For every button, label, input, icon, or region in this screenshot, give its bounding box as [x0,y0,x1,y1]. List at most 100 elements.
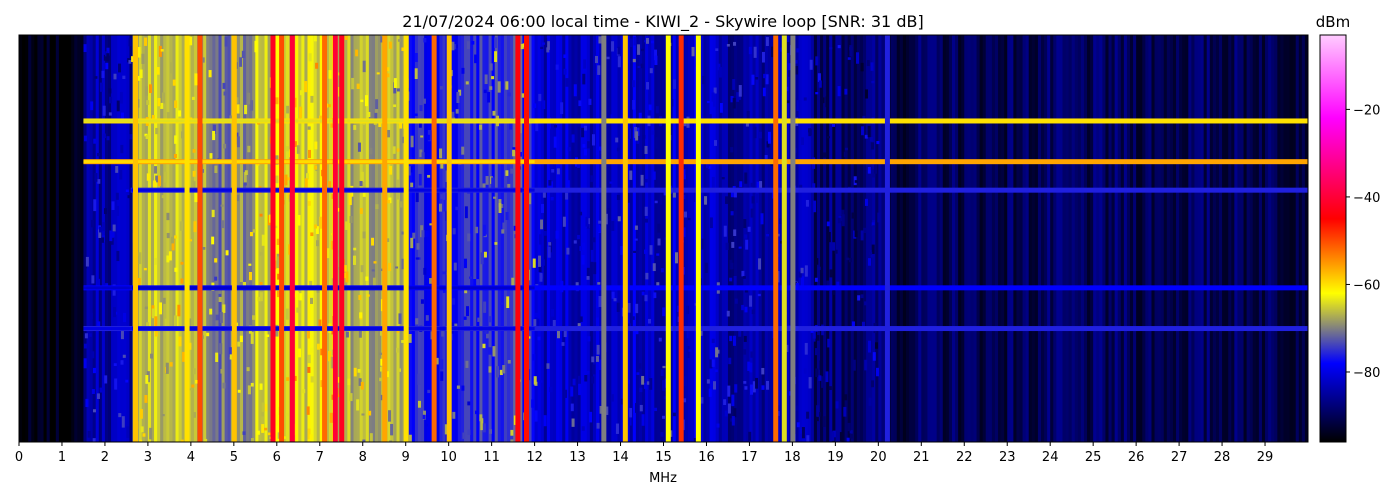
heatmap-column [421,35,425,442]
heatmap-column [924,35,929,442]
heatmap-cell [458,89,462,96]
heatmap-cell [864,301,868,306]
heatmap-column [1304,35,1308,442]
heatmap-cell [169,362,173,367]
heatmap-cell [726,44,730,47]
heatmap-cell [629,407,633,418]
heatmap-cell [309,434,313,440]
heatmap-cell [610,114,614,123]
heatmap-cell [806,411,810,419]
heatmap-cell [482,183,486,191]
heatmap-cell [155,175,159,183]
heatmap-column [304,35,309,442]
heatmap-column [497,35,502,442]
heatmap-cell [294,292,298,298]
heatmap-cell [463,316,467,320]
heatmap-cell [469,276,473,279]
heatmap-cell [765,37,769,47]
heatmap-cell [105,283,109,288]
heatmap-cell [395,347,399,353]
heatmap-cell [420,135,424,138]
heatmap-cell [146,100,150,105]
heatmap-cell [356,83,360,89]
heatmap-cell [864,198,868,206]
heatmap-column [1034,35,1039,442]
heatmap-cell [860,230,864,241]
heatmap-cell [93,138,97,144]
heatmap-cell [97,179,101,184]
heatmap-cell [319,216,323,229]
heatmap-column [810,35,815,442]
x-tick-label: 15 [655,450,672,465]
heatmap-cell [355,49,359,57]
heatmap-column [565,35,569,442]
heatmap-cell [127,195,131,199]
x-tick-label: 4 [187,450,195,465]
heatmap-column [712,35,717,442]
heatmap-cell [99,226,103,233]
heatmap-cell [96,393,100,399]
heatmap-cell [416,243,420,250]
heatmap-column [988,35,993,442]
heatmap-cell [513,225,517,231]
heatmap-cell [662,307,666,317]
heatmap-cell [541,259,545,266]
heatmap-cell [387,199,391,204]
heatmap-column [936,35,941,442]
heatmap-cell [285,308,289,320]
heatmap-column [264,35,269,442]
heatmap-cell [385,371,389,378]
heatmap-cell [540,203,544,213]
heatmap-column [1126,35,1131,442]
heatmap-cell [576,234,580,240]
heatmap-column [967,35,972,442]
heatmap-cell [539,272,543,282]
heatmap-cell [164,318,168,328]
heatmap-column [1286,35,1291,442]
heatmap-cell [815,417,819,422]
heatmap-cell [247,145,251,153]
heatmap-column [286,35,290,442]
heatmap-cell [733,41,737,46]
heatmap-cell [682,194,686,200]
heatmap-cell [388,410,392,422]
heatmap-column [1028,35,1033,442]
heatmap-cell [767,131,771,144]
heatmap-column [1044,35,1048,442]
heatmap-cell [494,37,498,48]
heatmap-column [1261,35,1266,442]
heatmap-column [1225,35,1229,442]
heatmap-cell [307,201,311,206]
heatmap-cell [730,147,734,153]
heatmap-cell [426,134,430,141]
heatmap-cell [759,181,763,190]
heatmap-column [37,35,42,442]
heatmap-column [626,35,631,442]
heatmap-cell [306,173,310,180]
heatmap-cell [476,279,480,290]
heatmap-cell [633,250,637,253]
heatmap-cell [813,200,817,213]
heatmap-cell [651,130,655,135]
heatmap-cell [189,388,193,391]
heatmap-cell [259,383,263,390]
heatmap-cell [872,220,876,223]
heatmap-cell [800,428,804,434]
heatmap-cell [97,278,101,289]
heatmap-column [43,35,48,442]
heatmap-cell [374,112,378,121]
heatmap-cell [711,338,715,344]
horizontal-band [83,159,1308,165]
heatmap-cell [410,135,414,148]
heatmap-cell [137,47,141,58]
heatmap-cell [252,315,256,320]
heatmap-cell [546,41,550,50]
heatmap-cell [644,218,648,223]
heatmap-cell [351,77,355,90]
heatmap-cell [276,238,280,246]
heatmap-cell [218,296,222,303]
heatmap-column [378,35,382,442]
heatmap-cell [288,244,292,255]
heatmap-column [841,35,846,442]
heatmap-column [375,35,379,442]
